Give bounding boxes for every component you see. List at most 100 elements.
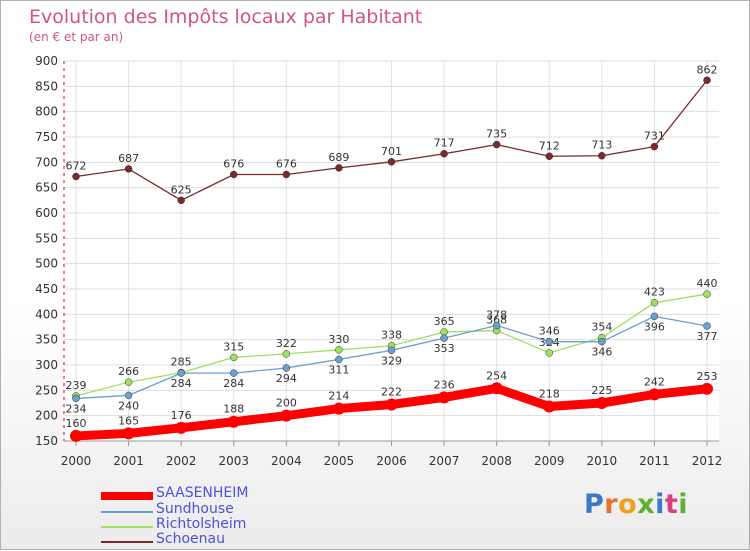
y-tick-label: 400	[35, 307, 58, 321]
y-tick-label: 200	[35, 409, 58, 423]
data-point	[335, 164, 343, 172]
data-label: 236	[434, 378, 455, 391]
data-point	[545, 337, 553, 346]
x-tick-label: 2004	[271, 454, 302, 468]
data-label: 188	[223, 403, 244, 416]
y-tick-label: 550	[35, 231, 58, 245]
legend-label: SAASENHEIM	[156, 485, 249, 501]
data-label: 346	[539, 325, 560, 338]
data-label: 625	[171, 183, 192, 196]
data-point	[282, 350, 291, 358]
logo-letter: P	[584, 489, 605, 520]
data-point	[282, 170, 291, 179]
data-point	[648, 388, 661, 401]
data-label: 329	[381, 354, 402, 367]
y-tick-label: 450	[35, 282, 58, 296]
data-point	[440, 149, 448, 158]
data-point	[124, 165, 133, 173]
data-point	[545, 349, 553, 357]
data-point	[543, 400, 556, 413]
data-point	[177, 196, 185, 205]
data-point	[335, 346, 343, 354]
data-point	[650, 142, 659, 151]
legend-label: Schoenau	[156, 531, 225, 547]
y-tick-label: 150	[35, 434, 58, 448]
data-label: 242	[644, 375, 665, 388]
data-label: 676	[223, 157, 244, 170]
y-tick-label: 600	[35, 206, 58, 220]
data-label: 218	[539, 388, 560, 401]
data-label: 338	[381, 329, 402, 342]
data-point	[490, 382, 503, 395]
logo-letter: r	[604, 489, 619, 520]
data-label: 322	[276, 337, 297, 350]
y-tick-label: 800	[35, 105, 58, 119]
logo-letter: x	[637, 489, 656, 520]
data-point	[701, 382, 713, 395]
x-tick-label: 2001	[113, 454, 144, 468]
data-label: 717	[434, 137, 455, 150]
data-point	[70, 429, 82, 442]
data-point	[650, 298, 659, 307]
x-tick-label: 2008	[481, 454, 512, 468]
data-label: 311	[328, 363, 349, 376]
data-label: 365	[434, 315, 455, 328]
data-point	[598, 337, 606, 346]
data-point	[438, 391, 451, 404]
data-point	[124, 378, 133, 386]
data-point	[387, 158, 396, 166]
legend-swatch	[101, 511, 153, 513]
data-point	[492, 140, 501, 149]
data-label: 214	[328, 390, 349, 403]
logo-letter: i	[678, 489, 689, 520]
data-point	[124, 391, 133, 400]
data-point	[545, 152, 553, 161]
data-point	[282, 364, 291, 372]
x-tick-label: 2003	[218, 454, 249, 468]
data-point	[177, 369, 185, 377]
data-label: 239	[66, 379, 87, 392]
data-point	[387, 346, 396, 355]
data-label: 254	[486, 369, 507, 382]
data-point	[440, 334, 448, 342]
logo-letter: t	[664, 489, 679, 520]
data-point	[492, 321, 501, 330]
data-label: 284	[223, 377, 244, 390]
legend-label: Richtolsheim	[156, 516, 247, 532]
data-label: 368	[486, 314, 507, 327]
data-label: 862	[697, 63, 718, 76]
data-label: 377	[697, 330, 718, 343]
x-tick-label: 2006	[376, 454, 407, 468]
logo-letter: o	[618, 489, 638, 520]
data-label: 240	[118, 399, 139, 412]
x-tick-label: 2000	[61, 454, 92, 468]
data-label: 266	[118, 365, 139, 378]
data-label: 701	[381, 145, 402, 158]
data-point	[650, 312, 659, 321]
logo-letter: i	[655, 489, 665, 520]
data-label: 423	[644, 286, 665, 299]
legend-swatch	[101, 526, 153, 528]
data-point	[598, 151, 606, 160]
data-label: 200	[276, 397, 297, 410]
y-tick-label: 500	[35, 257, 58, 271]
data-label: 160	[66, 417, 87, 430]
x-tick-label: 2002	[166, 454, 197, 468]
data-point	[230, 353, 238, 362]
data-point	[335, 355, 343, 364]
data-label: 676	[276, 157, 297, 170]
x-tick-label: 2010	[587, 454, 618, 468]
data-point	[703, 76, 711, 85]
data-label: 294	[276, 372, 297, 385]
y-tick-label: 850	[35, 79, 58, 93]
data-label: 731	[644, 130, 665, 143]
legend-swatch	[101, 541, 153, 543]
data-point	[280, 409, 293, 422]
data-label: 689	[328, 151, 349, 164]
data-label: 284	[171, 377, 192, 390]
data-label: 346	[591, 346, 612, 359]
legend-label: Sundhouse	[156, 501, 234, 517]
data-label: 687	[118, 152, 139, 165]
